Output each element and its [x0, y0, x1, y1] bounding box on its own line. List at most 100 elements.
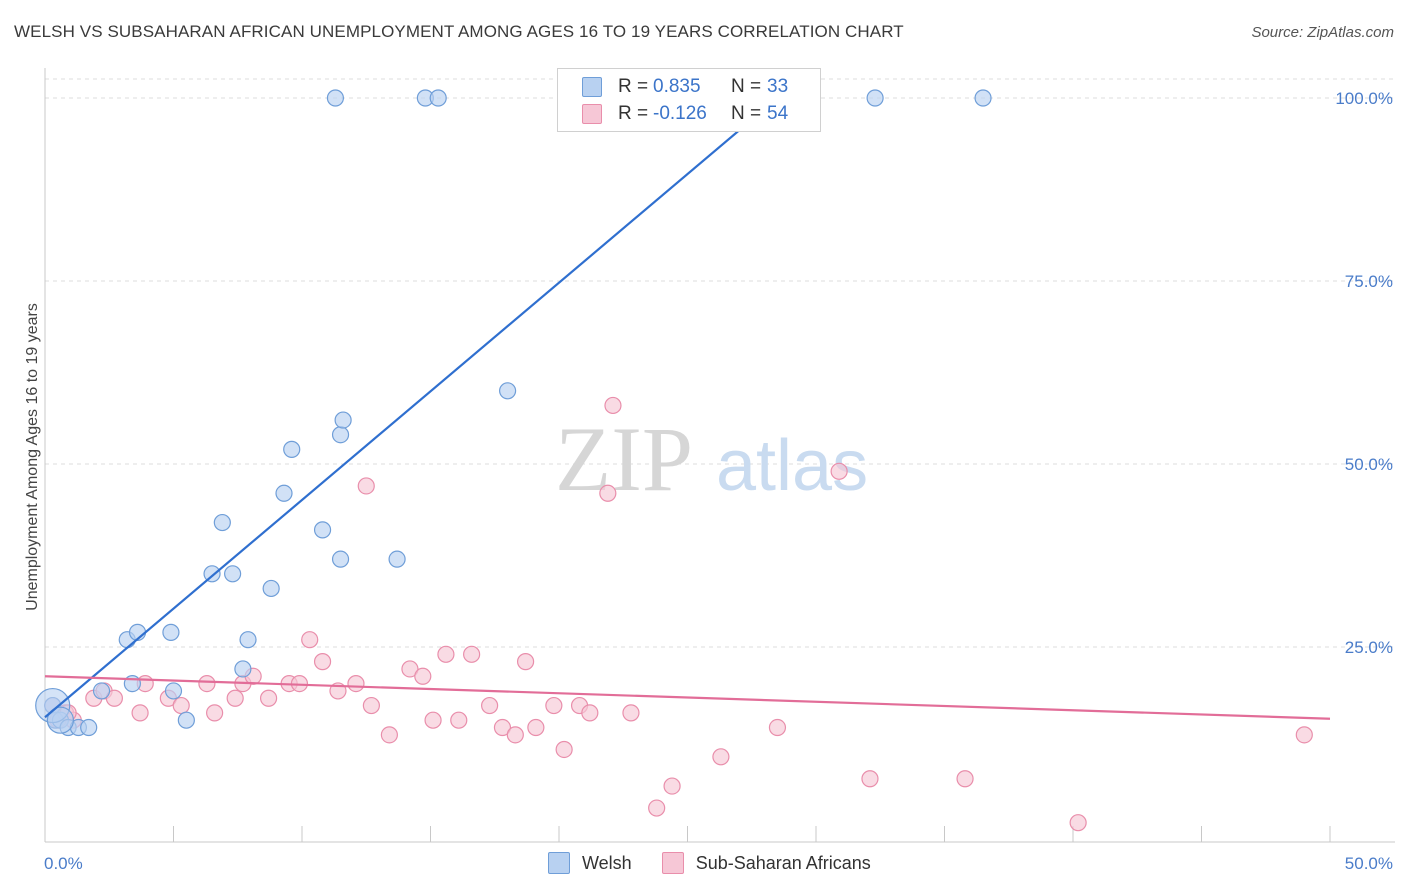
data-point	[331, 550, 350, 568]
data-point	[259, 689, 278, 707]
data-point	[599, 484, 617, 502]
data-point	[830, 462, 848, 480]
data-point	[224, 565, 242, 583]
watermark-zip: ZIP	[555, 408, 693, 510]
data-point	[506, 726, 524, 744]
data-point	[92, 682, 111, 700]
x-tick-label: 50.0%	[1345, 854, 1393, 873]
trend-line-welsh	[44, 97, 779, 719]
data-point	[131, 704, 149, 722]
data-point	[275, 484, 293, 502]
legend-r-key: R =	[618, 103, 649, 124]
data-point	[357, 477, 375, 495]
data-point	[239, 631, 257, 649]
data-point	[648, 799, 666, 817]
data-point	[499, 382, 517, 400]
data-point	[347, 674, 365, 693]
y-axis-label: Unemployment Among Ages 16 to 19 years	[24, 303, 41, 611]
data-point	[213, 513, 231, 532]
legend-swatch-africa	[582, 104, 602, 124]
data-point	[663, 777, 681, 795]
tick-labels: 100.0% 75.0% 50.0% 25.0% 0.0% 50.0%	[44, 89, 1393, 873]
legend-r-value: -0.126	[653, 103, 707, 124]
data-point	[429, 89, 447, 107]
legend-swatch-africa	[661, 852, 684, 874]
data-point	[313, 521, 332, 539]
data-point	[527, 718, 545, 737]
data-point	[203, 565, 221, 583]
series-legend: Welsh Sub-Saharan Africans	[548, 852, 901, 874]
data-point	[712, 748, 730, 766]
legend-row-africa: R = -0.126 N = 54	[582, 102, 789, 126]
data-point	[768, 718, 787, 737]
data-point	[80, 718, 98, 737]
y-tick-label: 25.0%	[1345, 638, 1393, 657]
data-point	[861, 770, 879, 788]
legend-n-value: 33	[767, 76, 789, 97]
data-point	[974, 89, 992, 107]
data-point	[105, 689, 123, 707]
data-point	[463, 645, 481, 663]
data-point	[604, 396, 622, 415]
data-point	[388, 550, 406, 568]
data-point-cluster	[46, 706, 75, 734]
y-tick-label: 100.0%	[1335, 89, 1393, 108]
data-point	[326, 89, 345, 107]
legend-label-welsh: Welsh	[582, 852, 632, 873]
data-point	[450, 711, 468, 729]
data-point	[481, 696, 499, 715]
legend-item-welsh[interactable]: Welsh	[548, 852, 632, 874]
source-label: Source: ZipAtlas.com	[1251, 24, 1394, 41]
x-tick-label: 0.0%	[44, 854, 83, 873]
data-point	[234, 660, 252, 678]
data-point	[313, 653, 332, 671]
legend-swatch-welsh	[582, 77, 602, 97]
data-point	[956, 770, 974, 788]
data-point	[516, 653, 535, 671]
y-tick-label: 50.0%	[1345, 455, 1393, 474]
data-point	[437, 645, 455, 663]
legend-label-africa: Sub-Saharan Africans	[695, 852, 871, 873]
legend-row-welsh: R = 0.835 N = 33	[582, 75, 789, 99]
legend-n-key: N =	[731, 76, 762, 97]
series-welsh	[35, 89, 992, 737]
legend-n-value: 54	[767, 103, 789, 124]
y-tick-label: 75.0%	[1345, 272, 1393, 291]
stats-legend: R = 0.835 N = 33 R = -0.126 N = 54	[557, 68, 821, 132]
data-point	[198, 674, 216, 693]
data-point	[172, 696, 190, 715]
data-point	[262, 579, 280, 598]
trend-line-africa	[44, 675, 1331, 720]
data-point	[334, 411, 352, 429]
series-sub-saharan-africans	[44, 396, 1313, 832]
data-point	[283, 440, 301, 458]
data-point	[424, 711, 442, 729]
data-point	[493, 718, 512, 737]
data-point	[362, 696, 380, 715]
data-point	[545, 696, 563, 715]
data-point	[401, 660, 419, 678]
data-point	[581, 704, 599, 722]
legend-n-key: N =	[731, 103, 762, 124]
trend-lines	[44, 97, 1331, 720]
data-point	[301, 631, 319, 649]
gridlines	[45, 78, 1395, 648]
chart-title: WELSH VS SUBSAHARAN AFRICAN UNEMPLOYMENT…	[14, 22, 904, 41]
legend-r-key: R =	[618, 76, 649, 97]
data-point	[1069, 814, 1087, 832]
legend-r-value: 0.835	[653, 76, 701, 97]
data-point	[206, 704, 224, 722]
watermark: ZIP atlas	[555, 408, 868, 510]
data-point	[555, 740, 573, 759]
legend-item-africa[interactable]: Sub-Saharan Africans	[661, 852, 871, 874]
axes	[44, 68, 1395, 843]
data-point	[414, 667, 432, 685]
data-point	[177, 711, 195, 729]
data-point	[622, 704, 640, 722]
data-point	[162, 623, 180, 641]
data-point	[1295, 726, 1313, 744]
data-point	[164, 682, 183, 700]
data-point	[866, 89, 884, 107]
data-point	[380, 726, 398, 744]
